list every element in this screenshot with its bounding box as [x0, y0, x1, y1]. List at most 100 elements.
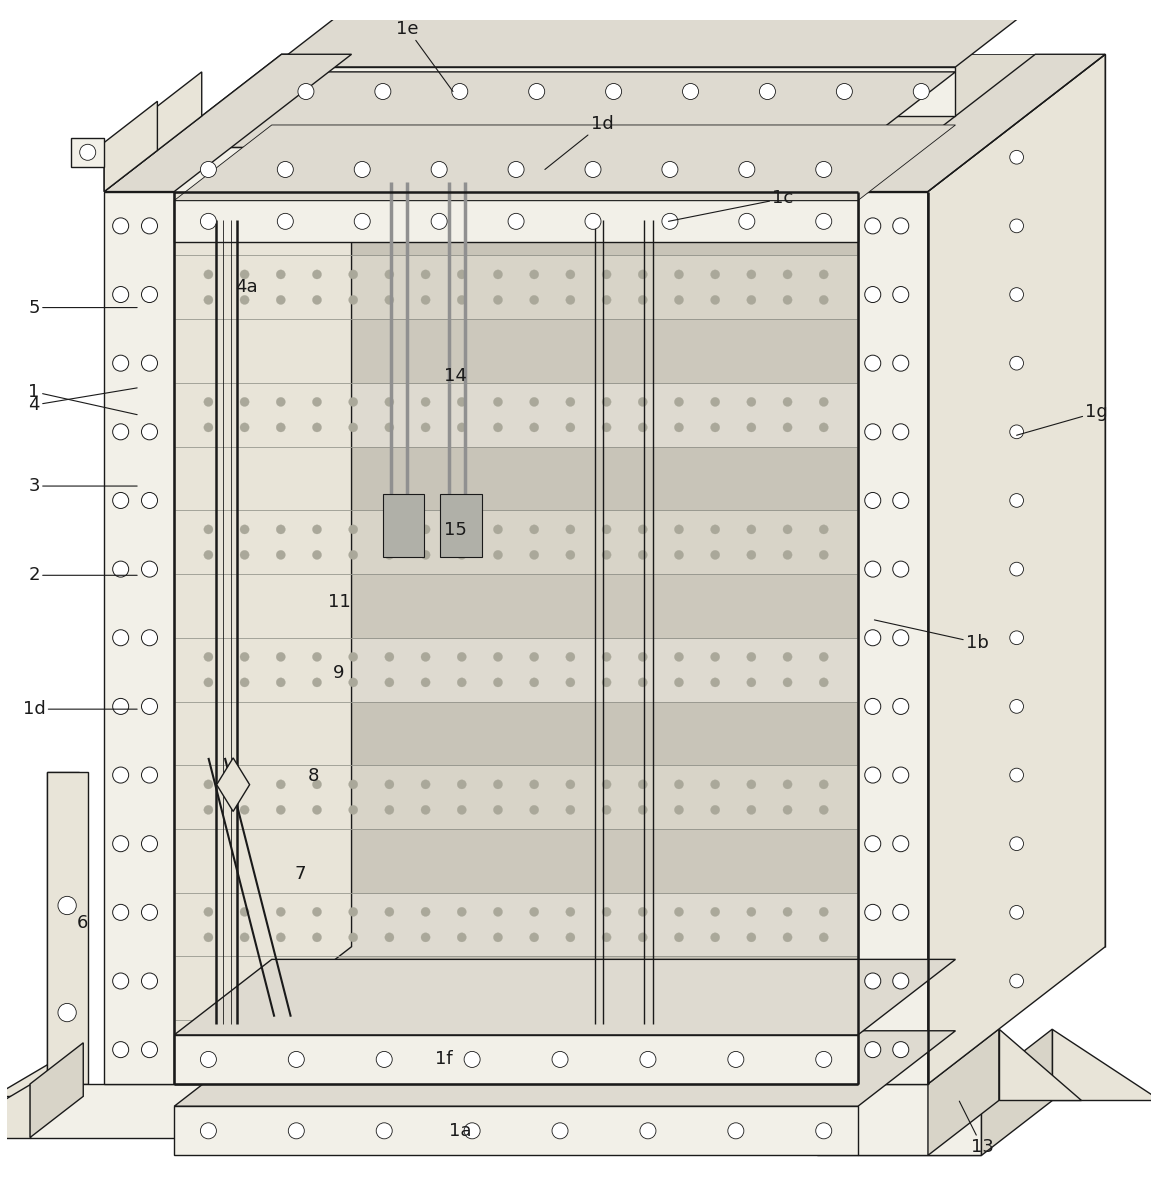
Circle shape — [349, 525, 358, 534]
Circle shape — [384, 1035, 394, 1044]
Circle shape — [452, 84, 468, 99]
Circle shape — [711, 295, 720, 304]
Polygon shape — [104, 54, 352, 192]
Circle shape — [711, 677, 720, 687]
Circle shape — [493, 398, 503, 406]
Circle shape — [566, 525, 574, 534]
Circle shape — [711, 652, 720, 662]
Polygon shape — [174, 1106, 858, 1156]
Circle shape — [457, 551, 467, 560]
Circle shape — [493, 677, 503, 687]
Circle shape — [464, 1051, 481, 1068]
Circle shape — [819, 780, 828, 789]
Circle shape — [313, 551, 322, 560]
Polygon shape — [352, 54, 1035, 947]
Circle shape — [204, 525, 213, 534]
Circle shape — [313, 423, 322, 432]
Polygon shape — [816, 1085, 982, 1156]
Circle shape — [384, 525, 394, 534]
Circle shape — [112, 1042, 129, 1057]
Circle shape — [457, 270, 467, 279]
Circle shape — [141, 424, 157, 439]
Circle shape — [711, 780, 720, 789]
Circle shape — [865, 218, 881, 234]
Polygon shape — [174, 829, 858, 893]
Circle shape — [552, 1051, 569, 1068]
Circle shape — [384, 295, 394, 304]
Circle shape — [112, 973, 129, 989]
Text: 1d: 1d — [545, 115, 614, 169]
Circle shape — [288, 1122, 305, 1139]
Circle shape — [277, 780, 285, 789]
Circle shape — [1010, 700, 1024, 713]
Circle shape — [893, 493, 909, 508]
Circle shape — [457, 677, 467, 687]
Circle shape — [288, 1051, 305, 1068]
Circle shape — [893, 836, 909, 851]
Polygon shape — [982, 1029, 1053, 1156]
Circle shape — [893, 287, 909, 303]
Circle shape — [711, 805, 720, 815]
Circle shape — [384, 551, 394, 560]
Text: 1a: 1a — [449, 1121, 472, 1140]
Circle shape — [529, 84, 544, 99]
Circle shape — [112, 493, 129, 508]
Circle shape — [711, 933, 720, 942]
Circle shape — [819, 1035, 828, 1044]
Circle shape — [865, 424, 881, 439]
Circle shape — [815, 161, 831, 178]
Circle shape — [747, 677, 756, 687]
Circle shape — [783, 1035, 792, 1044]
Circle shape — [602, 270, 611, 279]
Circle shape — [640, 1122, 655, 1139]
Polygon shape — [174, 957, 858, 1021]
Circle shape — [349, 551, 358, 560]
Circle shape — [662, 213, 677, 230]
Circle shape — [566, 1060, 574, 1069]
Circle shape — [638, 780, 647, 789]
Circle shape — [457, 398, 467, 406]
Circle shape — [638, 933, 647, 942]
Circle shape — [747, 1060, 756, 1069]
Circle shape — [422, 933, 430, 942]
Circle shape — [602, 652, 611, 662]
Circle shape — [508, 213, 525, 230]
Circle shape — [566, 677, 574, 687]
Circle shape — [529, 780, 538, 789]
Circle shape — [638, 295, 647, 304]
Text: 9: 9 — [334, 664, 345, 682]
Circle shape — [58, 1003, 76, 1022]
Circle shape — [349, 1035, 358, 1044]
Circle shape — [354, 213, 371, 230]
Circle shape — [819, 295, 828, 304]
Circle shape — [1010, 219, 1024, 233]
Circle shape — [422, 295, 430, 304]
Circle shape — [783, 805, 792, 815]
Circle shape — [493, 1035, 503, 1044]
Circle shape — [240, 423, 249, 432]
Circle shape — [602, 907, 611, 916]
Circle shape — [349, 780, 358, 789]
Text: 3: 3 — [29, 477, 137, 495]
Circle shape — [349, 270, 358, 279]
Circle shape — [674, 1035, 683, 1044]
Circle shape — [240, 398, 249, 406]
Circle shape — [783, 652, 792, 662]
Circle shape — [493, 907, 503, 916]
Circle shape — [747, 551, 756, 560]
Circle shape — [493, 525, 503, 534]
Polygon shape — [104, 72, 201, 192]
Polygon shape — [174, 893, 858, 957]
Circle shape — [384, 423, 394, 432]
Circle shape — [384, 1060, 394, 1069]
Text: 1g: 1g — [1017, 404, 1108, 436]
Circle shape — [422, 1060, 430, 1069]
Circle shape — [204, 551, 213, 560]
Circle shape — [711, 423, 720, 432]
Circle shape — [893, 355, 909, 372]
Circle shape — [747, 805, 756, 815]
Circle shape — [112, 767, 129, 783]
Circle shape — [1010, 562, 1024, 575]
Text: 8: 8 — [308, 767, 320, 785]
Circle shape — [566, 907, 574, 916]
